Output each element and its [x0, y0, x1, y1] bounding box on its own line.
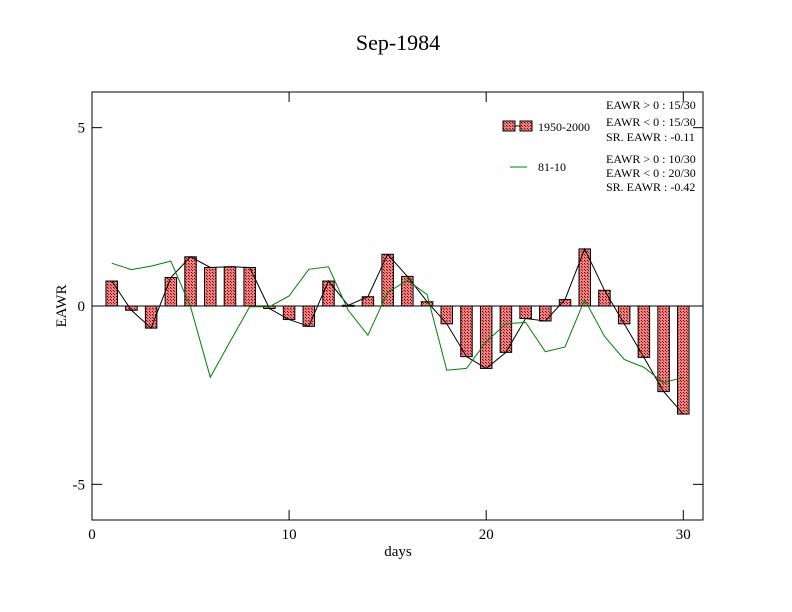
y-tick-label: -5 — [73, 477, 86, 493]
annotation-1-line-1: EAWR > 0 : 15/30 — [606, 98, 696, 112]
legend: 1950-2000 81-10 EAWR > 0 : 15/30 EAWR < … — [502, 98, 696, 194]
bar-day-26 — [598, 289, 611, 307]
bar-day-22 — [519, 305, 532, 319]
bar-day-29 — [657, 305, 670, 393]
legend-label-81-10: 81-10 — [538, 160, 566, 174]
line-81-10 — [111, 260, 684, 384]
line-1950-2000 — [111, 247, 684, 415]
axis-ticks: 0 10 20 30 5 0 -5 — [73, 92, 703, 543]
bar-day-1 — [105, 280, 118, 307]
x-axis-label: days — [384, 544, 412, 560]
annotation-1-line-2: EAWR < 0 : 15/30 — [606, 115, 696, 129]
bar-day-4 — [164, 276, 178, 307]
annotation-2-line-1: EAWR > 0 : 10/30 — [606, 152, 696, 166]
bar-series-1950-2000 — [105, 248, 690, 415]
line-series-group — [111, 247, 684, 415]
bar-day-6 — [204, 266, 217, 307]
x-tick-label: 0 — [88, 527, 96, 543]
x-tick-label: 10 — [282, 527, 297, 543]
y-axis-label: EAWR — [54, 285, 70, 328]
bar-day-18 — [440, 305, 454, 325]
plot-area: 0 10 20 30 5 0 -5 — [73, 91, 704, 543]
bar-day-12 — [322, 280, 335, 307]
bar-day-27 — [617, 305, 631, 325]
annotation-2-line-3: SR. EAWR : -0.42 — [606, 180, 695, 194]
legend-label-1950-2000: 1950-2000 — [538, 120, 590, 134]
x-tick-label: 20 — [479, 527, 494, 543]
bar-day-23 — [539, 305, 552, 322]
bar-day-20 — [479, 305, 493, 369]
annotation-2-line-2: EAWR < 0 : 20/30 — [606, 166, 696, 180]
legend-bar-swatch-1 — [502, 120, 516, 132]
bar-day-7 — [223, 266, 237, 307]
bar-day-30 — [677, 305, 690, 415]
chart-title: Sep-1984 — [356, 30, 440, 55]
legend-bar-swatch-2 — [519, 120, 533, 132]
x-tick-label: 30 — [676, 527, 691, 543]
bar-day-24 — [558, 299, 572, 307]
bar-day-8 — [243, 266, 256, 307]
y-tick-label: 5 — [78, 121, 86, 137]
annotation-1-line-3: SR. EAWR : -0.11 — [606, 130, 695, 144]
y-tick-label: 0 — [78, 299, 86, 315]
